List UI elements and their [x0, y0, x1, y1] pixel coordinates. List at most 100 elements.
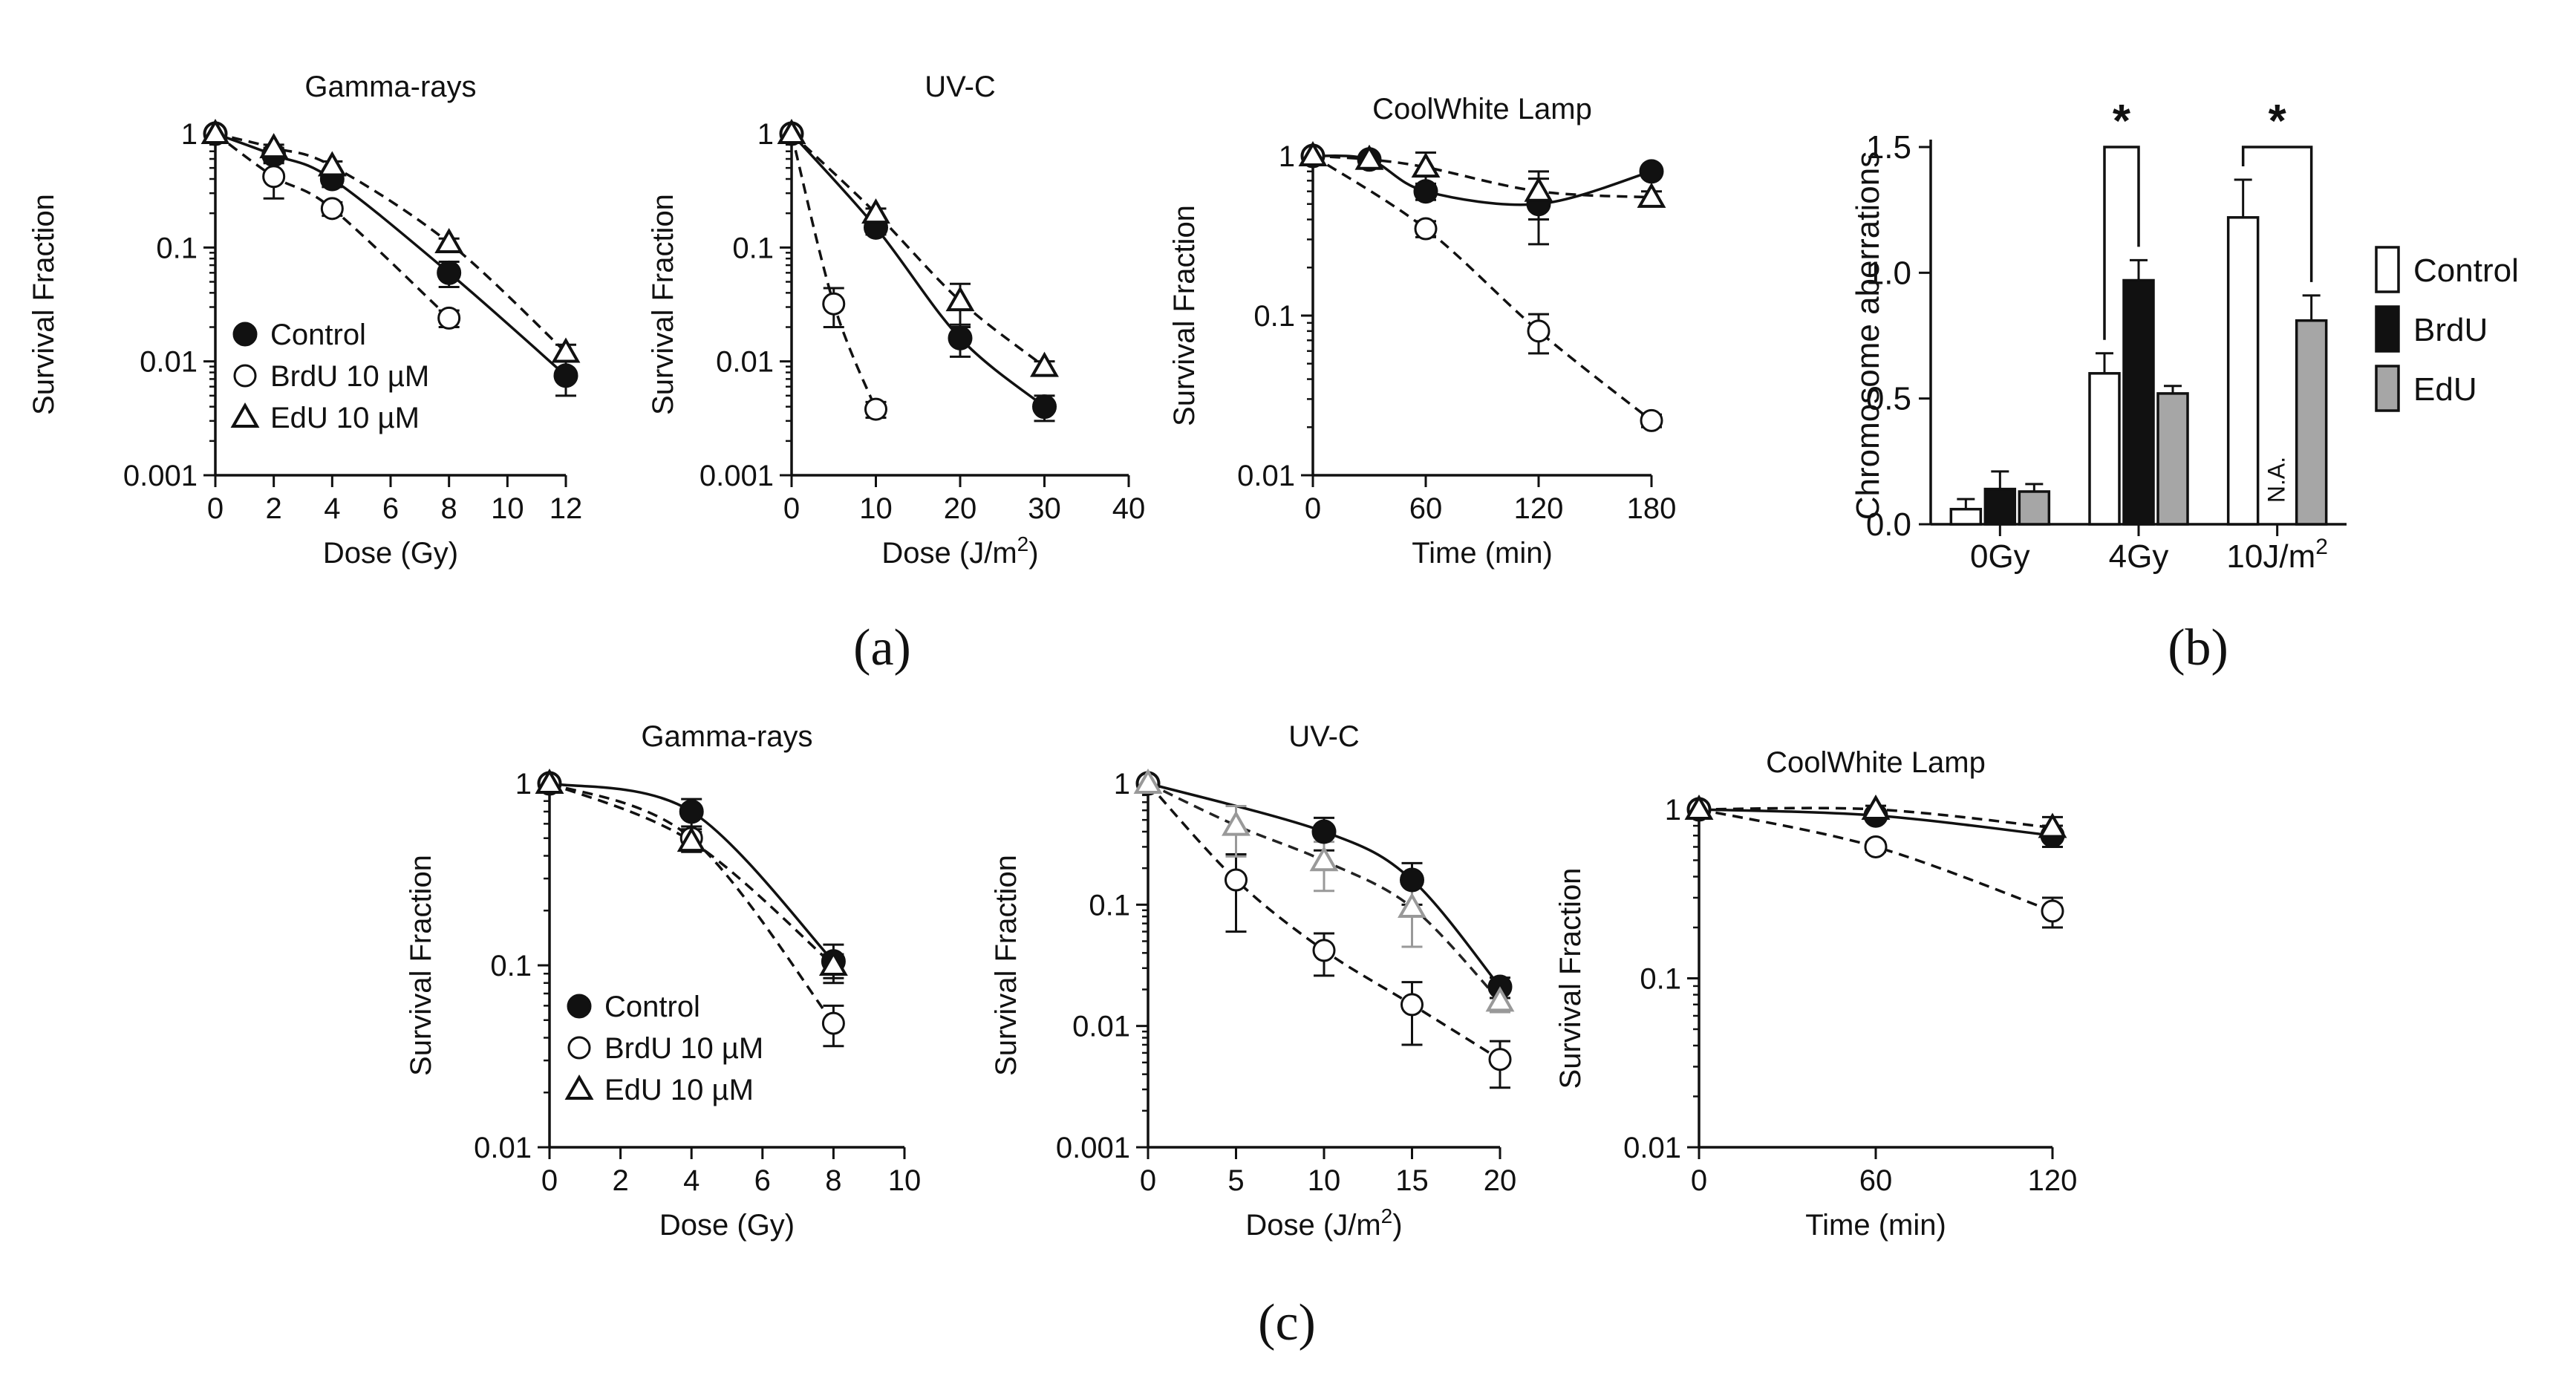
fit-line-control	[1147, 782, 1501, 988]
y-axis-label: Survival Fraction	[990, 855, 1023, 1076]
fit-line-control	[790, 132, 1046, 408]
significance-star: *	[2269, 96, 2287, 147]
significance-star: *	[2113, 96, 2131, 147]
y-axis-label: Survival Fraction	[647, 194, 679, 415]
x-tick-label: 10	[859, 492, 893, 525]
chart-title: UV-C	[925, 71, 996, 103]
data-point-brdu	[864, 397, 887, 421]
category-label-text: 10J/m	[2226, 538, 2315, 575]
x-tick-label: 15	[1395, 1164, 1429, 1197]
y-tick-label: 0.1	[1253, 300, 1295, 333]
data-point-edu	[818, 950, 848, 976]
x-axis-label: Time (min)	[1412, 537, 1553, 570]
y-tick-label: 1	[181, 118, 198, 151]
data-point-brdu	[320, 197, 344, 221]
data-point-edu	[1485, 986, 1515, 1012]
y-tick-label: 0.001	[700, 460, 774, 492]
category-label: 10J/m2	[2226, 535, 2328, 575]
x-axis-label: Dose (J/m2)	[1245, 1204, 1402, 1242]
bar-control	[2088, 372, 2121, 526]
data-point-edu	[1637, 182, 1666, 208]
data-point-control	[553, 363, 578, 388]
fit-line-edu	[215, 132, 567, 353]
panel-label-b: (b)	[2168, 619, 2228, 676]
data-point-edu	[1861, 794, 1891, 820]
x-tick-label: 8	[441, 492, 457, 525]
y-tick-label: 0.01	[474, 1132, 532, 1164]
x-axis-label-text: Dose (J/m	[881, 537, 1017, 570]
bar-control	[2226, 216, 2260, 526]
data-point-control	[1032, 394, 1057, 420]
x-tick-label: 2	[266, 492, 282, 525]
y-tick-label: 0.1	[490, 950, 532, 982]
x-axis-label: Dose (J/m2)	[881, 532, 1038, 570]
y-tick-label: 0.01	[1623, 1132, 1681, 1164]
y-tick-label: 1	[757, 118, 774, 151]
data-point-brdu	[437, 306, 461, 330]
x-axis-label-text: Time (min)	[1412, 537, 1553, 570]
data-point-edu	[1222, 810, 1250, 836]
data-point-control	[1400, 867, 1424, 893]
x-tick-label: 60	[1409, 492, 1443, 525]
data-point-brdu	[2041, 899, 2064, 923]
y-axis-label: Survival Fraction	[1554, 868, 1587, 1089]
x-tick-label: 2	[612, 1164, 628, 1197]
fit-line-edu	[790, 132, 1046, 368]
data-point-control	[948, 325, 973, 350]
data-point-edu	[1354, 144, 1384, 170]
x-tick-label: 12	[550, 492, 583, 525]
y-axis-label: Survival Fraction	[405, 855, 437, 1076]
category-label: 0Gy	[1970, 538, 2030, 575]
legend-marker	[233, 364, 257, 388]
x-tick-label: 4	[683, 1164, 700, 1197]
data-point-brdu	[262, 165, 286, 189]
y-tick-label: 1	[1665, 794, 1681, 826]
legend-label: EdU 10 µM	[604, 1074, 754, 1106]
x-tick-label: 8	[825, 1164, 841, 1197]
x-tick-label: 0	[783, 492, 800, 525]
data-point-brdu	[822, 292, 846, 316]
data-point-brdu	[1640, 408, 1663, 432]
chart-title: Gamma-rays	[304, 71, 476, 103]
data-point-edu	[200, 118, 230, 144]
bar-brdu	[1983, 487, 2017, 526]
bar-brdu	[2122, 278, 2155, 526]
x-tick-label: 0	[207, 492, 224, 525]
data-point-control	[437, 260, 462, 285]
y-tick-label: 0.01	[140, 346, 198, 379]
x-tick-label: 0	[541, 1164, 558, 1197]
significance-bracket	[2241, 146, 2313, 282]
legend-marker	[230, 402, 260, 428]
x-tick-label: 0	[1691, 1164, 1707, 1197]
category-label-text: 4Gy	[2109, 538, 2169, 575]
data-point-edu	[1309, 846, 1339, 872]
data-point-control	[1639, 159, 1664, 184]
x-tick-label: 60	[1859, 1164, 1893, 1197]
data-point-brdu	[1401, 993, 1424, 1017]
data-point-edu	[551, 337, 581, 363]
data-point-edu	[317, 151, 347, 177]
x-axis-label-text: Dose (Gy)	[323, 537, 458, 570]
data-point-brdu	[1312, 939, 1336, 962]
x-tick-label: 0	[1140, 1164, 1156, 1197]
legend-swatch	[2375, 246, 2400, 293]
legend-label: Control	[2413, 252, 2519, 289]
data-point-edu	[434, 227, 464, 253]
chart-a3: CoolWhite Lamp 0.01 0.1 1 0 60 120 180 Time (min…	[1168, 93, 1676, 570]
x-axis-label: Dose (Gy)	[323, 537, 458, 570]
x-tick-label: 20	[944, 492, 977, 525]
panel-label-c: (c)	[1258, 1294, 1316, 1351]
x-tick-label: 120	[2028, 1164, 2078, 1197]
legend-label: BrdU 10 µM	[270, 360, 429, 393]
x-axis-label-close: )	[1028, 537, 1038, 570]
bar-control	[1949, 507, 1983, 526]
data-point-edu	[1411, 152, 1441, 178]
y-tick-label: 0.1	[1640, 963, 1681, 996]
y-tick-label: 0.0	[1866, 506, 1911, 543]
data-point-edu	[1524, 176, 1553, 202]
x-tick-label: 6	[382, 492, 399, 525]
x-axis-label-sup: 2	[1017, 532, 1029, 555]
x-axis-label-text: Dose (J/m	[1245, 1209, 1380, 1242]
